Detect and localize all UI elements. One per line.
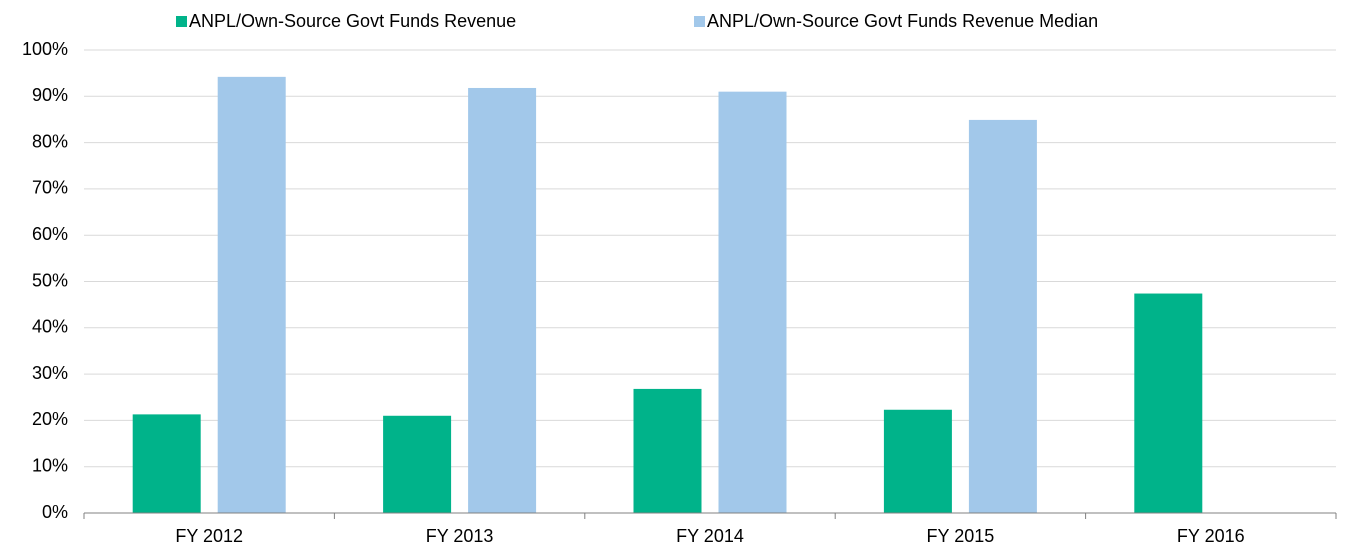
legend-label: ANPL/Own-Source Govt Funds Revenue	[189, 11, 516, 31]
legend-swatch	[176, 16, 187, 27]
bar	[883, 409, 952, 513]
y-tick-label: 10%	[32, 455, 68, 475]
x-tick-label: FY 2014	[676, 526, 744, 546]
y-tick-label: 20%	[32, 409, 68, 429]
y-tick-label: 40%	[32, 317, 68, 337]
y-tick-label: 70%	[32, 178, 68, 198]
legend-swatch	[694, 16, 705, 27]
bar	[633, 388, 702, 513]
bar	[1134, 293, 1203, 513]
bar	[718, 91, 787, 514]
bar	[217, 76, 286, 513]
bar	[132, 414, 201, 513]
x-tick-label: FY 2015	[927, 526, 995, 546]
bar	[383, 415, 452, 513]
y-tick-label: 80%	[32, 131, 68, 151]
y-tick-label: 30%	[32, 363, 68, 383]
x-tick-label: FY 2016	[1177, 526, 1245, 546]
y-tick-label: 60%	[32, 224, 68, 244]
legend-label: ANPL/Own-Source Govt Funds Revenue Media…	[707, 11, 1098, 31]
bar	[468, 87, 537, 513]
y-tick-label: 50%	[32, 270, 68, 290]
x-tick-label: FY 2013	[426, 526, 494, 546]
y-tick-label: 100%	[22, 39, 68, 59]
x-tick-label: FY 2012	[175, 526, 243, 546]
y-tick-label: 90%	[32, 85, 68, 105]
y-tick-label: 0%	[42, 502, 68, 522]
bar	[968, 119, 1037, 514]
